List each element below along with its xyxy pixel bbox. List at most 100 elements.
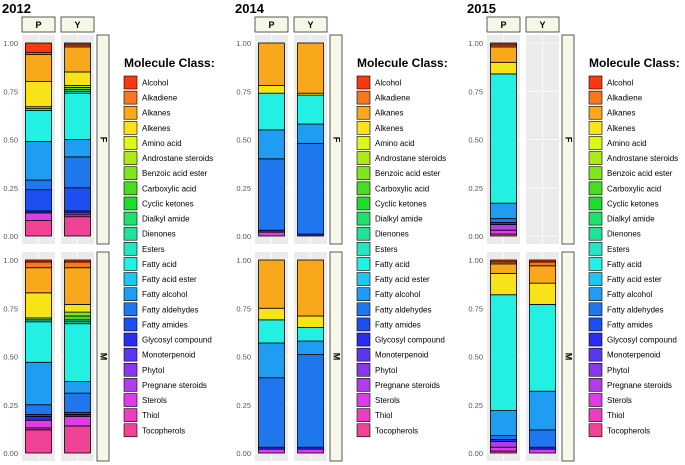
y-tick-label: 0.25 xyxy=(236,401,251,410)
legend-label: Fatty acid ester xyxy=(142,275,197,284)
bar-segment-fatty-alcohol xyxy=(490,410,517,437)
y-tick-label: 0.75 xyxy=(468,87,483,96)
legend-swatch xyxy=(356,211,371,226)
legend-swatch xyxy=(123,272,138,286)
bar-segment-sterols xyxy=(64,415,91,427)
legend-swatch xyxy=(356,242,371,256)
bar-segment-fatty-aldehydes xyxy=(490,435,517,440)
legend-swatch xyxy=(588,121,603,135)
bar-segment-tocopherols xyxy=(25,220,52,237)
legend-swatch xyxy=(588,257,603,271)
legend-label: Glycosyl compound xyxy=(142,336,212,345)
legend-label: Sterols xyxy=(375,396,400,405)
bar-segment-fatty-aldehydes xyxy=(64,156,91,189)
legend-label: Esters xyxy=(375,245,398,254)
y-tick-label: 0.75 xyxy=(3,87,18,96)
legend-label: Alcohol xyxy=(607,79,633,88)
legend-swatch xyxy=(356,362,371,377)
legend-label: Fatty alcohol xyxy=(142,290,188,299)
y-tick-label: 1.00 xyxy=(468,39,483,48)
bar-segment-tocopherols xyxy=(25,429,52,454)
legend-label: Pregnane steroids xyxy=(142,381,207,390)
legend-title: Molecule Class: xyxy=(589,56,680,70)
bar-segment-carboxylic-acid xyxy=(64,315,91,321)
legend-swatch xyxy=(123,136,138,150)
legend-swatch xyxy=(356,332,371,347)
facet-strip-label-Y: Y xyxy=(74,20,80,30)
bar-segment-alcohol xyxy=(25,42,52,54)
legend-label: Alkadiene xyxy=(375,94,411,103)
bar-segment-alkenes xyxy=(64,303,91,313)
y-tick-label: 0.50 xyxy=(468,353,483,362)
legend-label: Carboxylic acid xyxy=(142,184,196,193)
legend-label: Fatty acid ester xyxy=(607,275,662,284)
y-tick-label: 0.50 xyxy=(3,136,18,145)
y-tick-label: 0.75 xyxy=(468,304,483,313)
legend-swatch xyxy=(123,242,138,256)
facet-strip-label-Y: Y xyxy=(539,20,545,30)
bar-segment-alkanes xyxy=(25,267,52,294)
legend-swatch xyxy=(123,151,138,165)
legend-label: Pregnane steroids xyxy=(607,381,672,390)
legend-label: Glycosyl compound xyxy=(375,336,445,345)
legend-swatch xyxy=(123,181,138,196)
legend-label: Thiol xyxy=(375,411,393,420)
legend-swatch xyxy=(123,121,138,135)
legend-label: Dialkyl amide xyxy=(375,215,423,224)
legend-swatch xyxy=(123,302,138,317)
legend-swatch xyxy=(123,105,138,120)
bar-segment-alkenes xyxy=(258,85,285,94)
facet-row-label-F: F xyxy=(99,137,109,143)
y-tick-label: 0.00 xyxy=(236,449,251,458)
legend-swatch xyxy=(588,287,603,301)
legend-label: Dienones xyxy=(607,230,641,239)
legend-label: Fatty acid xyxy=(607,260,642,269)
bar-segment-alkenes xyxy=(64,71,91,86)
facet-strip-label-P: P xyxy=(500,20,506,30)
legend-label: Dialkyl amide xyxy=(142,215,190,224)
legend-label: Monoterpenoid xyxy=(142,351,195,360)
legend-swatch xyxy=(356,423,371,438)
bar-segment-glycosyl-compound xyxy=(25,415,52,421)
y-tick-label: 0.25 xyxy=(3,184,18,193)
bar-segment-fatty-aldehydes xyxy=(64,392,91,413)
y-tick-label: 1.00 xyxy=(468,256,483,265)
y-tick-label: 0.00 xyxy=(3,449,18,458)
bar-segment-sterols xyxy=(258,231,285,237)
facet-row-strip-M xyxy=(329,251,343,462)
legend-label: Amino acid xyxy=(607,139,647,148)
bar-segment-alkenes xyxy=(25,292,52,319)
legend-swatch xyxy=(356,136,371,150)
legend-swatch xyxy=(588,332,603,347)
legend-swatch xyxy=(588,408,603,422)
bar-segment-fatty-amides xyxy=(25,189,52,212)
legend-swatch xyxy=(356,181,371,196)
legend-label: Thiol xyxy=(607,411,625,420)
legend-swatch xyxy=(356,75,371,90)
bar-segment-sterols xyxy=(25,212,52,221)
legend-swatch xyxy=(123,196,138,211)
bar-segment-fatty-acid xyxy=(64,92,91,140)
legend-swatch xyxy=(588,362,603,377)
bar-segment-sterols xyxy=(258,448,285,454)
legend-swatch xyxy=(123,166,138,181)
bar-segment-alkanes xyxy=(64,46,91,73)
legend-label: Tocopherols xyxy=(607,426,650,435)
facet-strip-P xyxy=(21,16,56,33)
bar-segment-fatty-alcohol xyxy=(258,129,285,160)
legend-swatch xyxy=(123,332,138,347)
bar-segment-alkenes xyxy=(258,307,285,321)
legend-label: Alcohol xyxy=(375,79,401,88)
legend-label: Alkenes xyxy=(142,124,170,133)
y-tick-label: 0.00 xyxy=(236,232,251,241)
legend-label: Androstane steroids xyxy=(607,154,678,163)
legend-label: Phytol xyxy=(375,366,397,375)
legend-swatch xyxy=(123,362,138,377)
legend-swatch xyxy=(123,287,138,301)
year-title-2015: 2015 xyxy=(467,1,496,16)
bar-segment-alkadiene xyxy=(64,261,91,269)
legend-swatch xyxy=(356,90,371,105)
facet-row-label-M: M xyxy=(332,353,342,361)
y-tick-label: 0.00 xyxy=(468,449,483,458)
